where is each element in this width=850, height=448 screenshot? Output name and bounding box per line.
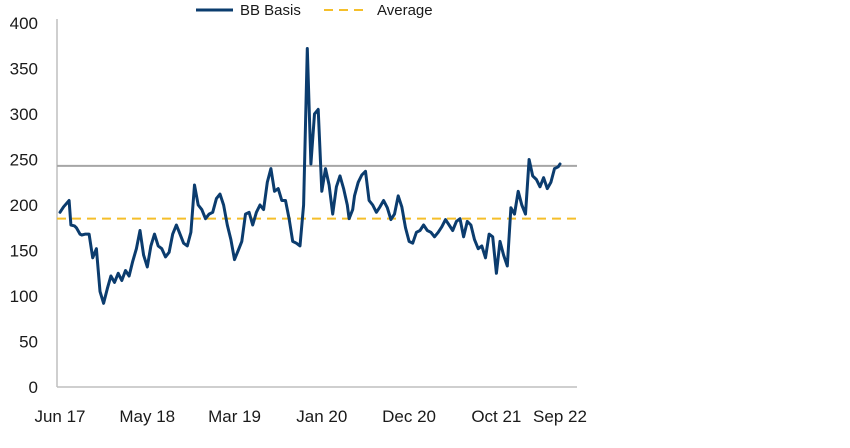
x-tick-label: Jun 17 [34, 407, 85, 426]
y-tick-label: 300 [10, 105, 38, 124]
plot-area [57, 47, 577, 305]
legend-label-bb-basis: BB Basis [240, 2, 301, 19]
legend: BB Basis Average [196, 2, 433, 19]
x-tick-label: Sep 22 [533, 407, 587, 426]
y-tick-label: 150 [10, 242, 38, 261]
y-tick-label: 350 [10, 60, 38, 79]
x-tick-label: Jan 20 [296, 407, 347, 426]
x-tick-label: Oct 21 [471, 407, 521, 426]
legend-label-average: Average [377, 2, 433, 19]
x-tick-label: May 18 [119, 407, 175, 426]
y-axis: 0 50 100 150 200 250 300 350 400 [10, 14, 58, 397]
x-axis: Jun 17 May 18 Mar 19 Jan 20 Dec 20 Oct 21 Sep … [34, 386, 587, 426]
y-tick-label: 400 [10, 14, 38, 33]
y-tick-label: 100 [10, 287, 38, 306]
bb-basis-line [58, 47, 562, 305]
x-tick-label: Dec 20 [382, 407, 436, 426]
y-tick-label: 0 [29, 378, 38, 397]
x-tick-label: Mar 19 [208, 407, 261, 426]
y-tick-label: 250 [10, 151, 38, 170]
y-tick-label: 50 [19, 333, 38, 352]
y-tick-label: 200 [10, 196, 38, 215]
